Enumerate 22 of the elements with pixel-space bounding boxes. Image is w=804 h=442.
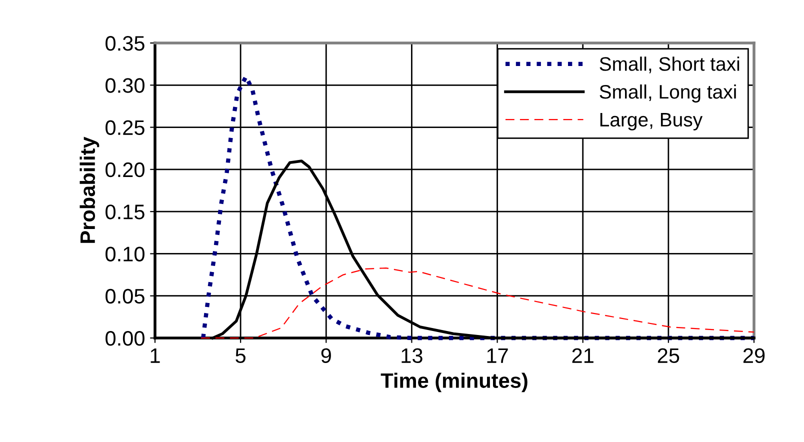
y-tick-label: 0.20	[106, 162, 144, 178]
x-tick-label: 29	[743, 348, 765, 364]
x-tick-label: 9	[321, 348, 331, 364]
line-series	[200, 267, 755, 339]
y-tick-label: 0.05	[106, 288, 144, 304]
y-tick-label: 0.30	[106, 78, 144, 93]
x-tick-label: 13	[402, 348, 422, 364]
x-tick-label: 25	[658, 348, 680, 364]
x-axis-title: Time (minutes)	[380, 372, 528, 392]
x-tick-label: 5	[236, 348, 246, 364]
y-tick-label: 0.10	[106, 246, 144, 262]
legend-label: Large, Busy	[600, 113, 703, 130]
legend-label: Small, Long taxi	[600, 84, 736, 103]
x-tick-label: 1	[150, 348, 160, 363]
y-tick-label: 0.35	[106, 36, 144, 51]
y-tick-label: 0.15	[106, 204, 144, 220]
y-axis-title: Probability	[80, 136, 100, 243]
legend-label: Small, Short taxi	[600, 56, 740, 74]
y-tick-label: 0.25	[106, 120, 144, 136]
y-tick-label: 0.00	[106, 331, 144, 346]
x-tick-label: 21	[572, 348, 594, 363]
x-tick-label: 17	[487, 348, 508, 363]
